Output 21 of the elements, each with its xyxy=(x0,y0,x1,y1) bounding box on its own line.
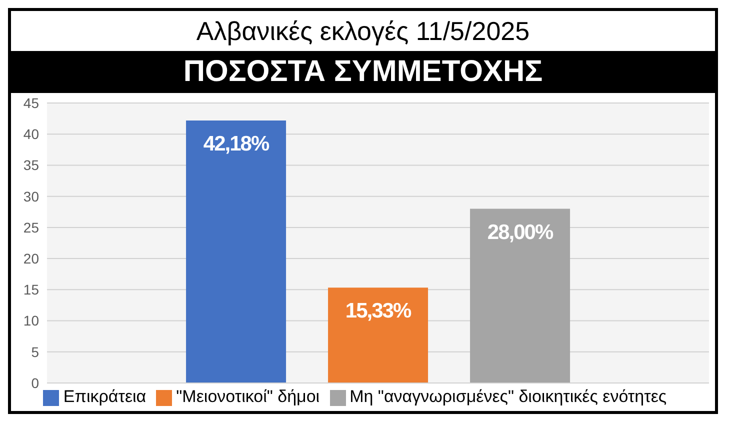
y-tick-label: 30 xyxy=(23,188,40,204)
bar xyxy=(328,288,428,383)
legend-label: "Μειονοτικοί" δήμοι xyxy=(176,387,320,406)
bar xyxy=(186,120,286,383)
legend-label: Επικράτεια xyxy=(63,387,146,406)
data-label: 28,00% xyxy=(487,220,554,244)
y-tick-label: 0 xyxy=(31,374,40,391)
y-tick-label: 35 xyxy=(23,157,40,174)
y-tick-label: 10 xyxy=(23,312,40,329)
chart-title: Αλβανικές εκλογές 11/5/2025 xyxy=(195,14,531,48)
y-tick-label: 45 xyxy=(23,94,40,111)
legend-label: Μη "αναγνωρισμένες" διοικητικές ενότητες xyxy=(350,387,667,406)
y-tick-label: 25 xyxy=(23,219,40,236)
y-tick-label: 5 xyxy=(31,344,40,360)
data-label: 42,18% xyxy=(203,132,270,156)
y-tick-label: 40 xyxy=(23,126,40,142)
y-tick-label: 15 xyxy=(23,282,40,298)
y-tick-label: 20 xyxy=(23,250,40,267)
chart-subtitle: ΠΟΣΟΣΤΑ ΣΥΜΜΕΤΟΧΗΣ xyxy=(11,51,715,93)
bar xyxy=(470,208,570,383)
data-label: 15,33% xyxy=(345,300,412,323)
